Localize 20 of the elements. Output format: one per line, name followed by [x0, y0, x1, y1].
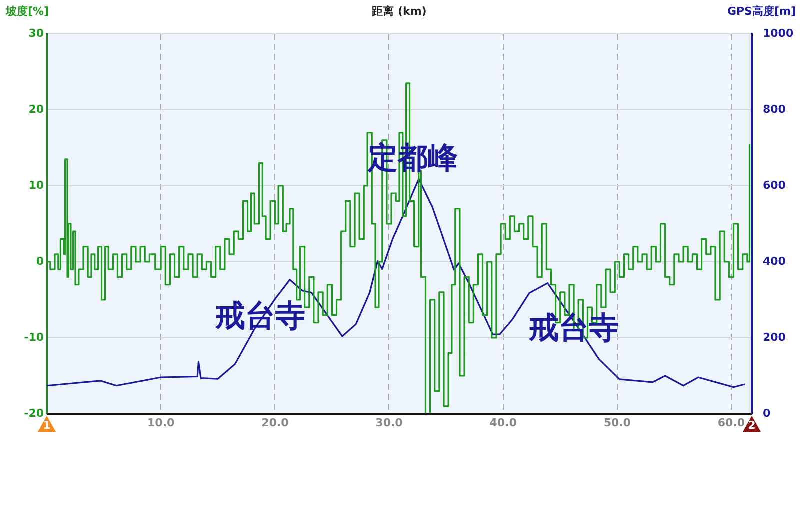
y2-axis-title: GPS高度[m]: [727, 4, 796, 18]
y-axis-title: 坡度[%]: [5, 4, 50, 18]
y-tick-label: 20: [28, 102, 44, 116]
y-tick-label: 30: [28, 26, 44, 40]
x-tick-label: 30.0: [376, 416, 404, 430]
x-tick-label: 50.0: [604, 416, 632, 430]
y2-tick-label: 0: [763, 406, 771, 420]
x-tick-label: 20.0: [262, 416, 290, 430]
y-tick-label: 0: [36, 254, 44, 268]
y-tick-label: -10: [24, 330, 44, 344]
y2-tick-label: 400: [763, 254, 786, 268]
x-tick-label: 10.0: [148, 416, 175, 430]
x-tick-label: 60.0: [718, 416, 746, 430]
y-tick-label: 10: [28, 178, 44, 192]
x-axis-title: 距离 (km): [371, 4, 427, 18]
y2-tick-label: 800: [763, 102, 786, 116]
y2-tick-label: 600: [763, 178, 786, 192]
y2-tick-label: 200: [763, 330, 786, 344]
x-tick-label: 40.0: [490, 416, 518, 430]
y2-tick-label: 1000: [763, 26, 794, 40]
